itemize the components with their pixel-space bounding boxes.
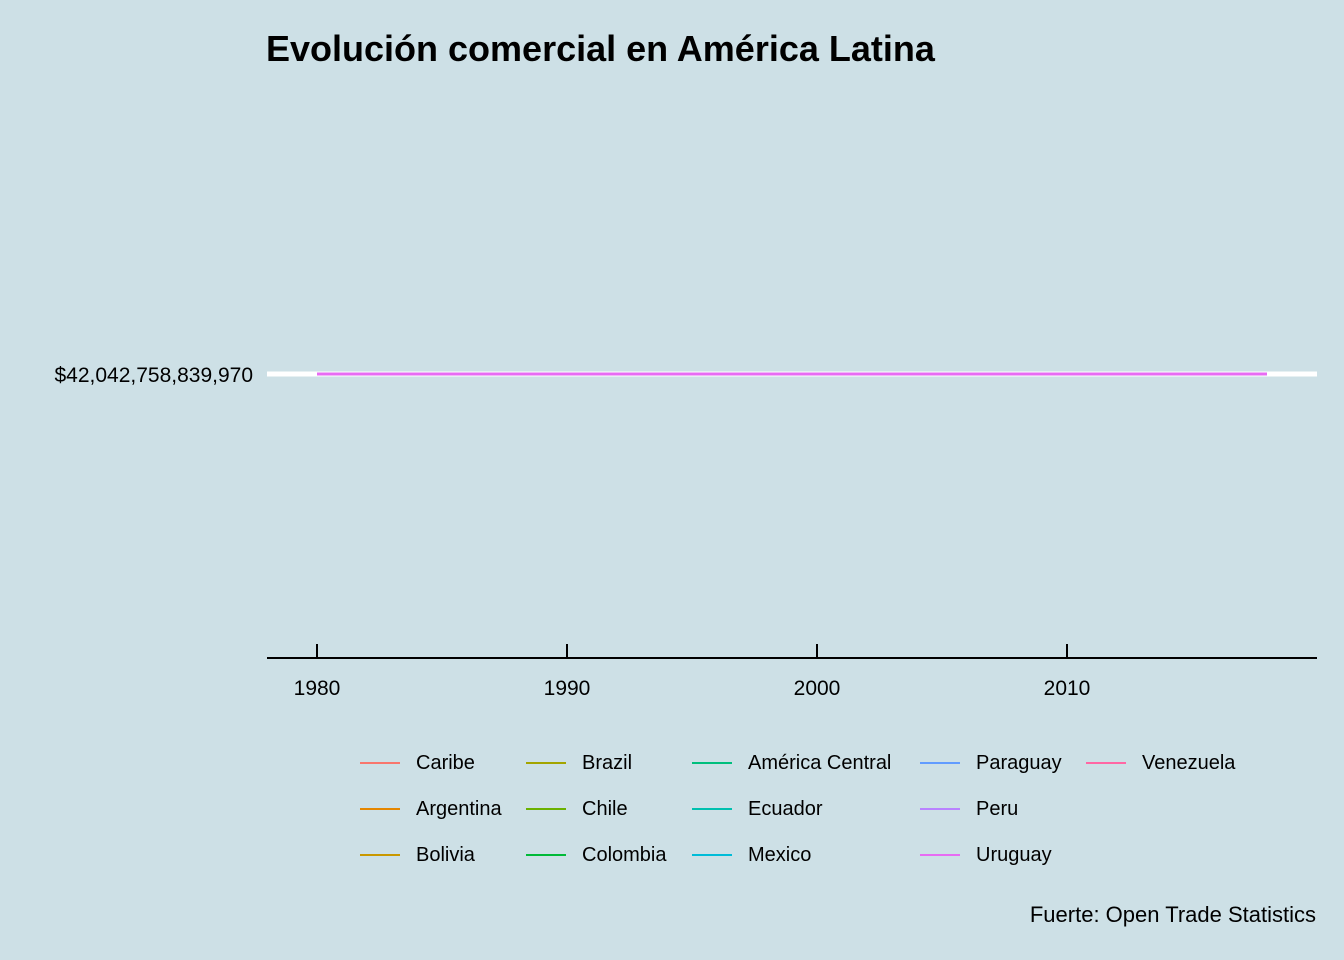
legend-key-line [920, 854, 960, 856]
x-tick-label: 2000 [794, 677, 841, 700]
legend-key-line [360, 854, 400, 856]
legend-item: Chile [518, 786, 684, 832]
legend-label: Chile [582, 797, 628, 820]
legend-key-line [692, 854, 732, 856]
chart-title: Evolución comercial en América Latina [266, 28, 935, 69]
legend-key-line [692, 762, 732, 764]
x-tick-label: 1990 [544, 677, 591, 700]
legend-label: Colombia [582, 843, 667, 866]
legend-key-line [526, 808, 566, 810]
legend: Caribe Argentina Bolivia Brazil Chile Colombi… [352, 740, 1248, 878]
legend-label: Paraguay [976, 751, 1062, 774]
y-tick-label: $42,042,758,839,970 [54, 364, 253, 387]
legend-label: Uruguay [976, 843, 1052, 866]
chart-caption: Fuerte: Open Trade Statistics [1029, 902, 1316, 927]
legend-key-line [920, 762, 960, 764]
legend-label: Caribe [416, 751, 475, 774]
legend-key-line [360, 808, 400, 810]
legend-key-line [360, 762, 400, 764]
legend-item: Brazil [518, 740, 684, 786]
legend-item: Venezuela [1078, 740, 1248, 786]
legend-label: Mexico [748, 843, 812, 866]
x-tick-label: 1980 [294, 677, 341, 700]
legend-label: Argentina [416, 797, 502, 820]
legend-item: Mexico [684, 832, 912, 878]
legend-label: Ecuador [748, 797, 823, 820]
legend-key-line [920, 808, 960, 810]
legend-label: América Central [748, 751, 892, 774]
legend-label: Peru [976, 797, 1019, 820]
legend-label: Bolivia [416, 843, 475, 866]
legend-item: Uruguay [912, 832, 1078, 878]
legend-key-line [1086, 762, 1126, 764]
legend-key-line [692, 808, 732, 810]
legend-label: Brazil [582, 751, 633, 774]
legend-item: Peru [912, 786, 1078, 832]
legend-item: Argentina [352, 786, 518, 832]
legend-item: Paraguay [912, 740, 1078, 786]
legend-item: Bolivia [352, 832, 518, 878]
legend-key-line [526, 854, 566, 856]
x-tick-label: 2010 [1044, 677, 1091, 700]
legend-item: Colombia [518, 832, 684, 878]
legend-item: América Central [684, 740, 912, 786]
legend-label: Venezuela [1142, 751, 1236, 774]
legend-item: Ecuador [684, 786, 912, 832]
legend-item: Caribe [352, 740, 518, 786]
legend-key-line [526, 762, 566, 764]
